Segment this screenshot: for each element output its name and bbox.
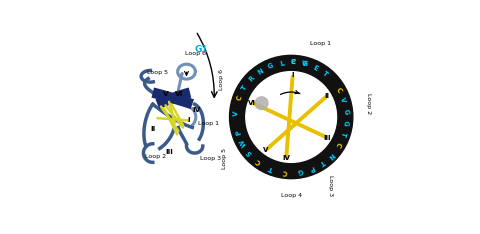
Text: C: C <box>282 168 288 175</box>
Text: P: P <box>290 59 296 66</box>
Text: T: T <box>318 158 325 166</box>
Text: C: C <box>290 59 296 66</box>
Text: P: P <box>308 164 315 171</box>
Text: Loop 6: Loop 6 <box>219 69 224 91</box>
Text: Loop 4: Loop 4 <box>281 194 302 198</box>
Text: C: C <box>254 157 262 165</box>
Text: T: T <box>241 84 249 92</box>
Text: VI: VI <box>248 100 256 106</box>
Text: I: I <box>291 72 294 78</box>
Text: C: C <box>335 141 342 148</box>
Text: II: II <box>150 126 156 132</box>
Text: II: II <box>325 93 330 99</box>
Text: T: T <box>267 164 274 171</box>
Text: S: S <box>245 148 253 156</box>
Text: N: N <box>257 68 264 76</box>
Circle shape <box>255 97 268 110</box>
Text: I: I <box>188 117 190 124</box>
Text: V: V <box>264 147 269 153</box>
Circle shape <box>229 55 353 179</box>
Text: T: T <box>321 70 328 78</box>
Circle shape <box>246 72 336 162</box>
Text: W: W <box>239 138 247 147</box>
Text: G: G <box>342 120 349 126</box>
Text: Loop 2: Loop 2 <box>366 93 372 114</box>
Text: Loop 1: Loop 1 <box>198 121 219 127</box>
Text: G: G <box>267 62 275 70</box>
Text: G: G <box>301 60 308 68</box>
Text: III: III <box>165 149 173 155</box>
Text: IV: IV <box>282 155 290 161</box>
Text: T: T <box>339 131 347 137</box>
Text: C: C <box>335 86 342 93</box>
Text: Loop 6: Loop 6 <box>185 51 206 55</box>
Text: G1: G1 <box>195 45 208 54</box>
Text: G: G <box>342 108 349 114</box>
Text: R: R <box>248 75 256 83</box>
Text: V: V <box>301 60 308 67</box>
Text: Loop 3: Loop 3 <box>201 156 222 161</box>
Text: N: N <box>326 151 335 159</box>
Text: VI: VI <box>175 91 184 97</box>
Text: V: V <box>163 91 168 97</box>
Text: Loop 5: Loop 5 <box>147 70 168 75</box>
Text: Loop 2: Loop 2 <box>144 154 166 159</box>
Text: C: C <box>236 95 243 102</box>
Text: E: E <box>312 64 318 72</box>
Text: L: L <box>279 60 284 66</box>
Text: III: III <box>324 135 331 141</box>
Text: G: G <box>298 167 304 174</box>
Text: V: V <box>339 97 347 103</box>
Text: IV: IV <box>193 107 201 113</box>
Text: P: P <box>235 129 242 135</box>
Text: Loop 1: Loop 1 <box>310 41 331 46</box>
Text: Loop 3: Loop 3 <box>328 175 333 196</box>
Text: Loop 5: Loop 5 <box>222 148 227 169</box>
Text: V: V <box>233 110 240 116</box>
